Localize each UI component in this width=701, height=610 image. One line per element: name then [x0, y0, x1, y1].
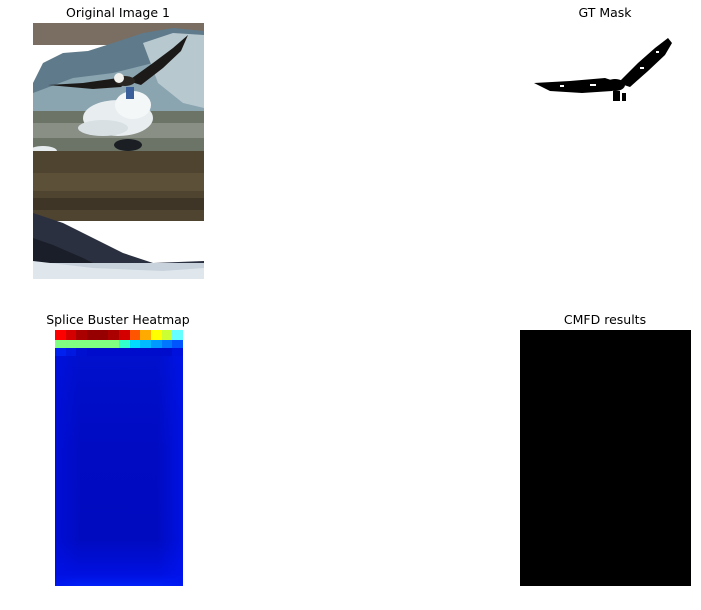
heatmap-cell: [119, 330, 130, 340]
heatmap-cell: [65, 330, 77, 340]
heatmap-cell: [87, 330, 98, 340]
heatmap-cell: [76, 348, 88, 356]
heatmap-cell: [172, 348, 183, 356]
heatmap-title: Splice Buster Heatmap: [46, 312, 190, 327]
heatmap-cell: [55, 340, 66, 348]
gt-mask-title: GT Mask: [578, 5, 632, 20]
heatmap-cell: [172, 340, 183, 348]
heatmap-cell: [108, 340, 120, 348]
heatmap-cell: [97, 330, 109, 340]
heatmap-cell: [65, 340, 77, 348]
heatmap-cell: [97, 340, 109, 348]
heatmap-cell: [161, 348, 173, 356]
original-image-title: Original Image 1: [66, 5, 170, 20]
heatmap-body: [55, 356, 183, 586]
heatmap-cell: [140, 330, 152, 340]
cmfd-title: CMFD results: [563, 312, 647, 327]
heatmap-cell: [129, 340, 141, 348]
heatmap-cell: [151, 340, 162, 348]
heatmap-cell: [172, 330, 183, 340]
heatmap-cell: [108, 348, 120, 356]
original-image: [33, 23, 204, 279]
heatmap-cell: [97, 348, 109, 356]
heatmap-cell: [140, 340, 152, 348]
heatmap-row: [55, 330, 183, 340]
heatmap-cell: [161, 340, 173, 348]
heatmap-cell: [55, 348, 66, 356]
heatmap-cell: [65, 348, 77, 356]
gt-mask-image: [520, 23, 691, 279]
cmfd-result-image: [520, 330, 691, 586]
heatmap-cell: [129, 330, 141, 340]
heatmap-cell: [87, 348, 98, 356]
heatmap-cell: [76, 330, 88, 340]
heatmap-cell: [161, 330, 173, 340]
heatmap-row: [55, 348, 183, 356]
splice-buster-heatmap: [55, 330, 183, 586]
heatmap-cell: [108, 330, 120, 340]
heatmap-cell: [151, 330, 162, 340]
heatmap-cell: [129, 348, 141, 356]
heatmap-cell: [140, 348, 152, 356]
heatmap-cell: [55, 330, 66, 340]
heatmap-cell: [119, 348, 130, 356]
heatmap-cell: [87, 340, 98, 348]
heatmap-cell: [151, 348, 162, 356]
heatmap-cell: [76, 340, 88, 348]
heatmap-cell: [119, 340, 130, 348]
heatmap-row: [55, 340, 183, 348]
